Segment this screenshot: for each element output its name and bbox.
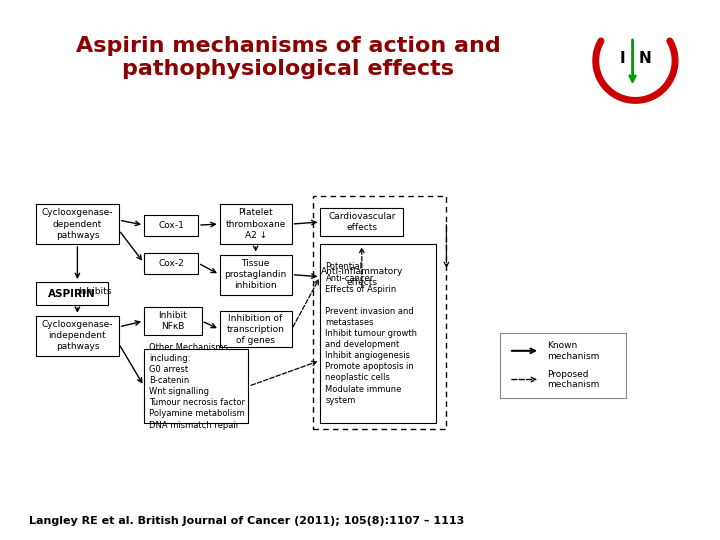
Text: Inhibits: Inhibits — [78, 287, 111, 296]
Text: Aspirin mechanisms of action and: Aspirin mechanisms of action and — [76, 36, 500, 56]
Text: Known
mechanism: Known mechanism — [547, 341, 600, 361]
Bar — [320, 244, 436, 423]
Bar — [144, 349, 248, 423]
Text: Langley RE et al. British Journal of Cancer (2011); 105(8):1107 – 1113: Langley RE et al. British Journal of Can… — [29, 516, 464, 526]
Text: Cardiovascular
effects: Cardiovascular effects — [328, 212, 395, 232]
Text: pathophysiological effects: pathophysiological effects — [122, 59, 454, 79]
Text: I: I — [619, 51, 625, 66]
Bar — [144, 307, 202, 335]
Bar — [36, 204, 119, 244]
Text: Cox-1: Cox-1 — [158, 221, 184, 230]
Text: ASPIRIN: ASPIRIN — [48, 288, 96, 299]
Text: Cyclooxgenase-
independent
pathways: Cyclooxgenase- independent pathways — [42, 320, 113, 352]
Bar — [320, 263, 403, 291]
Bar — [144, 214, 198, 235]
Text: N: N — [639, 51, 651, 66]
Text: Cyclooxgenase-
dependent
pathways: Cyclooxgenase- dependent pathways — [42, 208, 113, 240]
Text: Potential
Anti-cancer
Effects of Aspirin

Prevent invasion and
metastases
Inhibi: Potential Anti-cancer Effects of Aspirin… — [325, 262, 418, 404]
Bar — [144, 253, 198, 274]
Bar — [220, 255, 292, 295]
Bar — [320, 208, 403, 235]
Bar — [220, 312, 292, 347]
Text: Other Mechanisms
including:
G0 arrest
B-catenin
Wnt signalling
Tumour necrosis f: Other Mechanisms including: G0 arrest B-… — [149, 343, 245, 430]
Text: Cox-2: Cox-2 — [158, 259, 184, 267]
Text: Tissue
prostaglandin
inhibition: Tissue prostaglandin inhibition — [225, 259, 287, 290]
Bar — [36, 316, 119, 356]
Text: Inhibition of
transcription
of genes: Inhibition of transcription of genes — [227, 314, 284, 345]
Bar — [500, 333, 626, 398]
Text: Platelet
thromboxane
A2 ↓: Platelet thromboxane A2 ↓ — [225, 208, 286, 240]
Bar — [36, 282, 108, 305]
Text: Inhibit
NFκB: Inhibit NFκB — [158, 311, 187, 331]
Text: Anti-inflammatory
effects: Anti-inflammatory effects — [320, 267, 403, 287]
Bar — [220, 204, 292, 244]
Bar — [313, 195, 446, 429]
Text: Proposed
mechanism: Proposed mechanism — [547, 370, 600, 389]
